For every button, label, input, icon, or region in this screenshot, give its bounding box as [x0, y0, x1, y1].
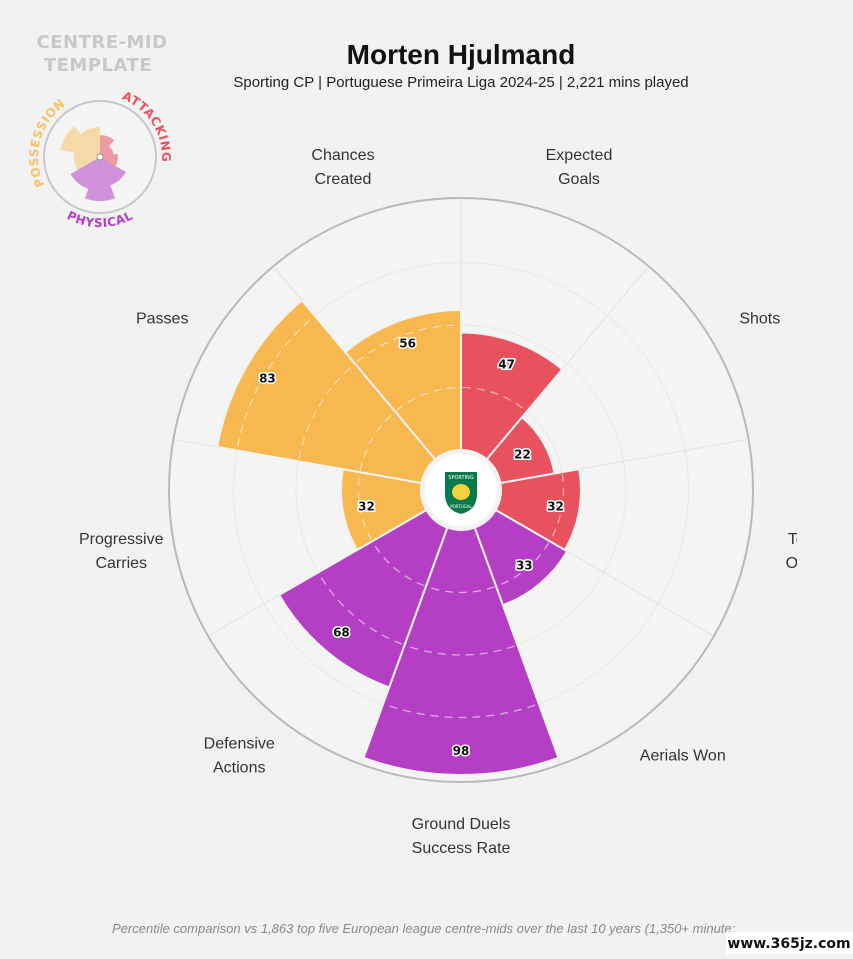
- watermark: www.365jz.com: [727, 936, 850, 952]
- wedge-gridline: [427, 586, 495, 594]
- crest-text-bottom: PORTUGAL: [450, 504, 472, 509]
- mini-wedge: [84, 157, 116, 202]
- axis-label: Ground Duels: [412, 816, 511, 833]
- axis-label: Success Rate: [412, 840, 511, 857]
- chart-gridlines: [237, 317, 565, 719]
- wedge-gridline: [497, 542, 550, 587]
- value-label: 32: [547, 500, 564, 514]
- axis-label: Actions: [213, 759, 265, 776]
- wedge-defensive-actions: [277, 508, 449, 689]
- crest-lion: [452, 484, 470, 500]
- sporting-crest-icon: SPORTING PORTUGAL: [425, 454, 497, 526]
- axis-label: Chances: [311, 147, 374, 164]
- wedge-gridline: [462, 386, 526, 411]
- axis-label: Carries: [95, 555, 147, 572]
- axis-label: Tou: [788, 531, 814, 548]
- wedge-gridline: [237, 317, 313, 447]
- value-label: 83: [259, 371, 276, 385]
- wedge-expected-goals: [460, 331, 564, 461]
- template-title-line2: TEMPLATE: [44, 55, 152, 76]
- value-label: 68: [333, 625, 350, 639]
- watermark-backdrop: [726, 932, 853, 954]
- mini-wedge: [60, 126, 100, 157]
- template-title-line1: CENTRE-MID: [36, 32, 167, 53]
- axis-label: Goals: [558, 171, 600, 188]
- footnote: Percentile comparison vs 1,863 top five …: [112, 921, 736, 936]
- value-label: 56: [399, 336, 416, 350]
- axis-label: Passes: [136, 311, 188, 328]
- wedge-gridline: [359, 412, 395, 471]
- mini-wedge: [70, 157, 100, 189]
- mini-wedge: [74, 152, 100, 170]
- wedge-ground-duels-success-rate: [362, 526, 560, 776]
- template-category-physical: PHYSICAL: [65, 208, 135, 230]
- chart-title: Morten Hjulmand: [347, 39, 576, 70]
- chart-subtitle: Sporting CP | Portuguese Primeira Liga 2…: [233, 74, 688, 91]
- axis-label: Created: [315, 171, 372, 188]
- wedge-chances-created: [343, 308, 462, 461]
- wedge-passes: [216, 298, 437, 485]
- wedge-gridline: [550, 473, 565, 541]
- value-label: 47: [498, 358, 515, 372]
- mini-wedge: [100, 146, 114, 157]
- value-label: 32: [358, 500, 375, 514]
- axis-label: Aerials Won: [640, 747, 726, 764]
- mini-wedge: [80, 127, 100, 157]
- mini-center: [96, 153, 104, 161]
- crest-text-top: SPORTING: [448, 475, 474, 481]
- value-label: 22: [514, 448, 531, 462]
- axis-label: Progressive: [79, 531, 164, 548]
- wedge-gridline: [386, 704, 536, 719]
- chart-value-labels: 47 22 32 33 98 68 32 83 56: [258, 335, 566, 760]
- mini-wedge: [100, 157, 126, 186]
- axis-label: Opp: [786, 555, 816, 572]
- mini-wedge: [100, 153, 118, 166]
- wedge-gridline: [396, 386, 460, 411]
- axis-label: Defensive: [204, 735, 275, 752]
- wedge-gridline: [357, 473, 372, 541]
- mini-wedge: [100, 135, 115, 157]
- wedge-gridline: [372, 542, 425, 587]
- axis-label: Shots: [739, 311, 780, 328]
- chart-axis-labels: Expected Goals Shots Tou Opp Aerials Won Groun…: [79, 147, 816, 857]
- value-label: 33: [516, 558, 533, 572]
- value-label: 98: [453, 744, 470, 758]
- template-legend: CENTRE-MID TEMPLATE POSSESSION ATTACKINGP…: [27, 32, 173, 230]
- chart-wedges: [216, 298, 582, 776]
- axis-label: Expected: [546, 147, 613, 164]
